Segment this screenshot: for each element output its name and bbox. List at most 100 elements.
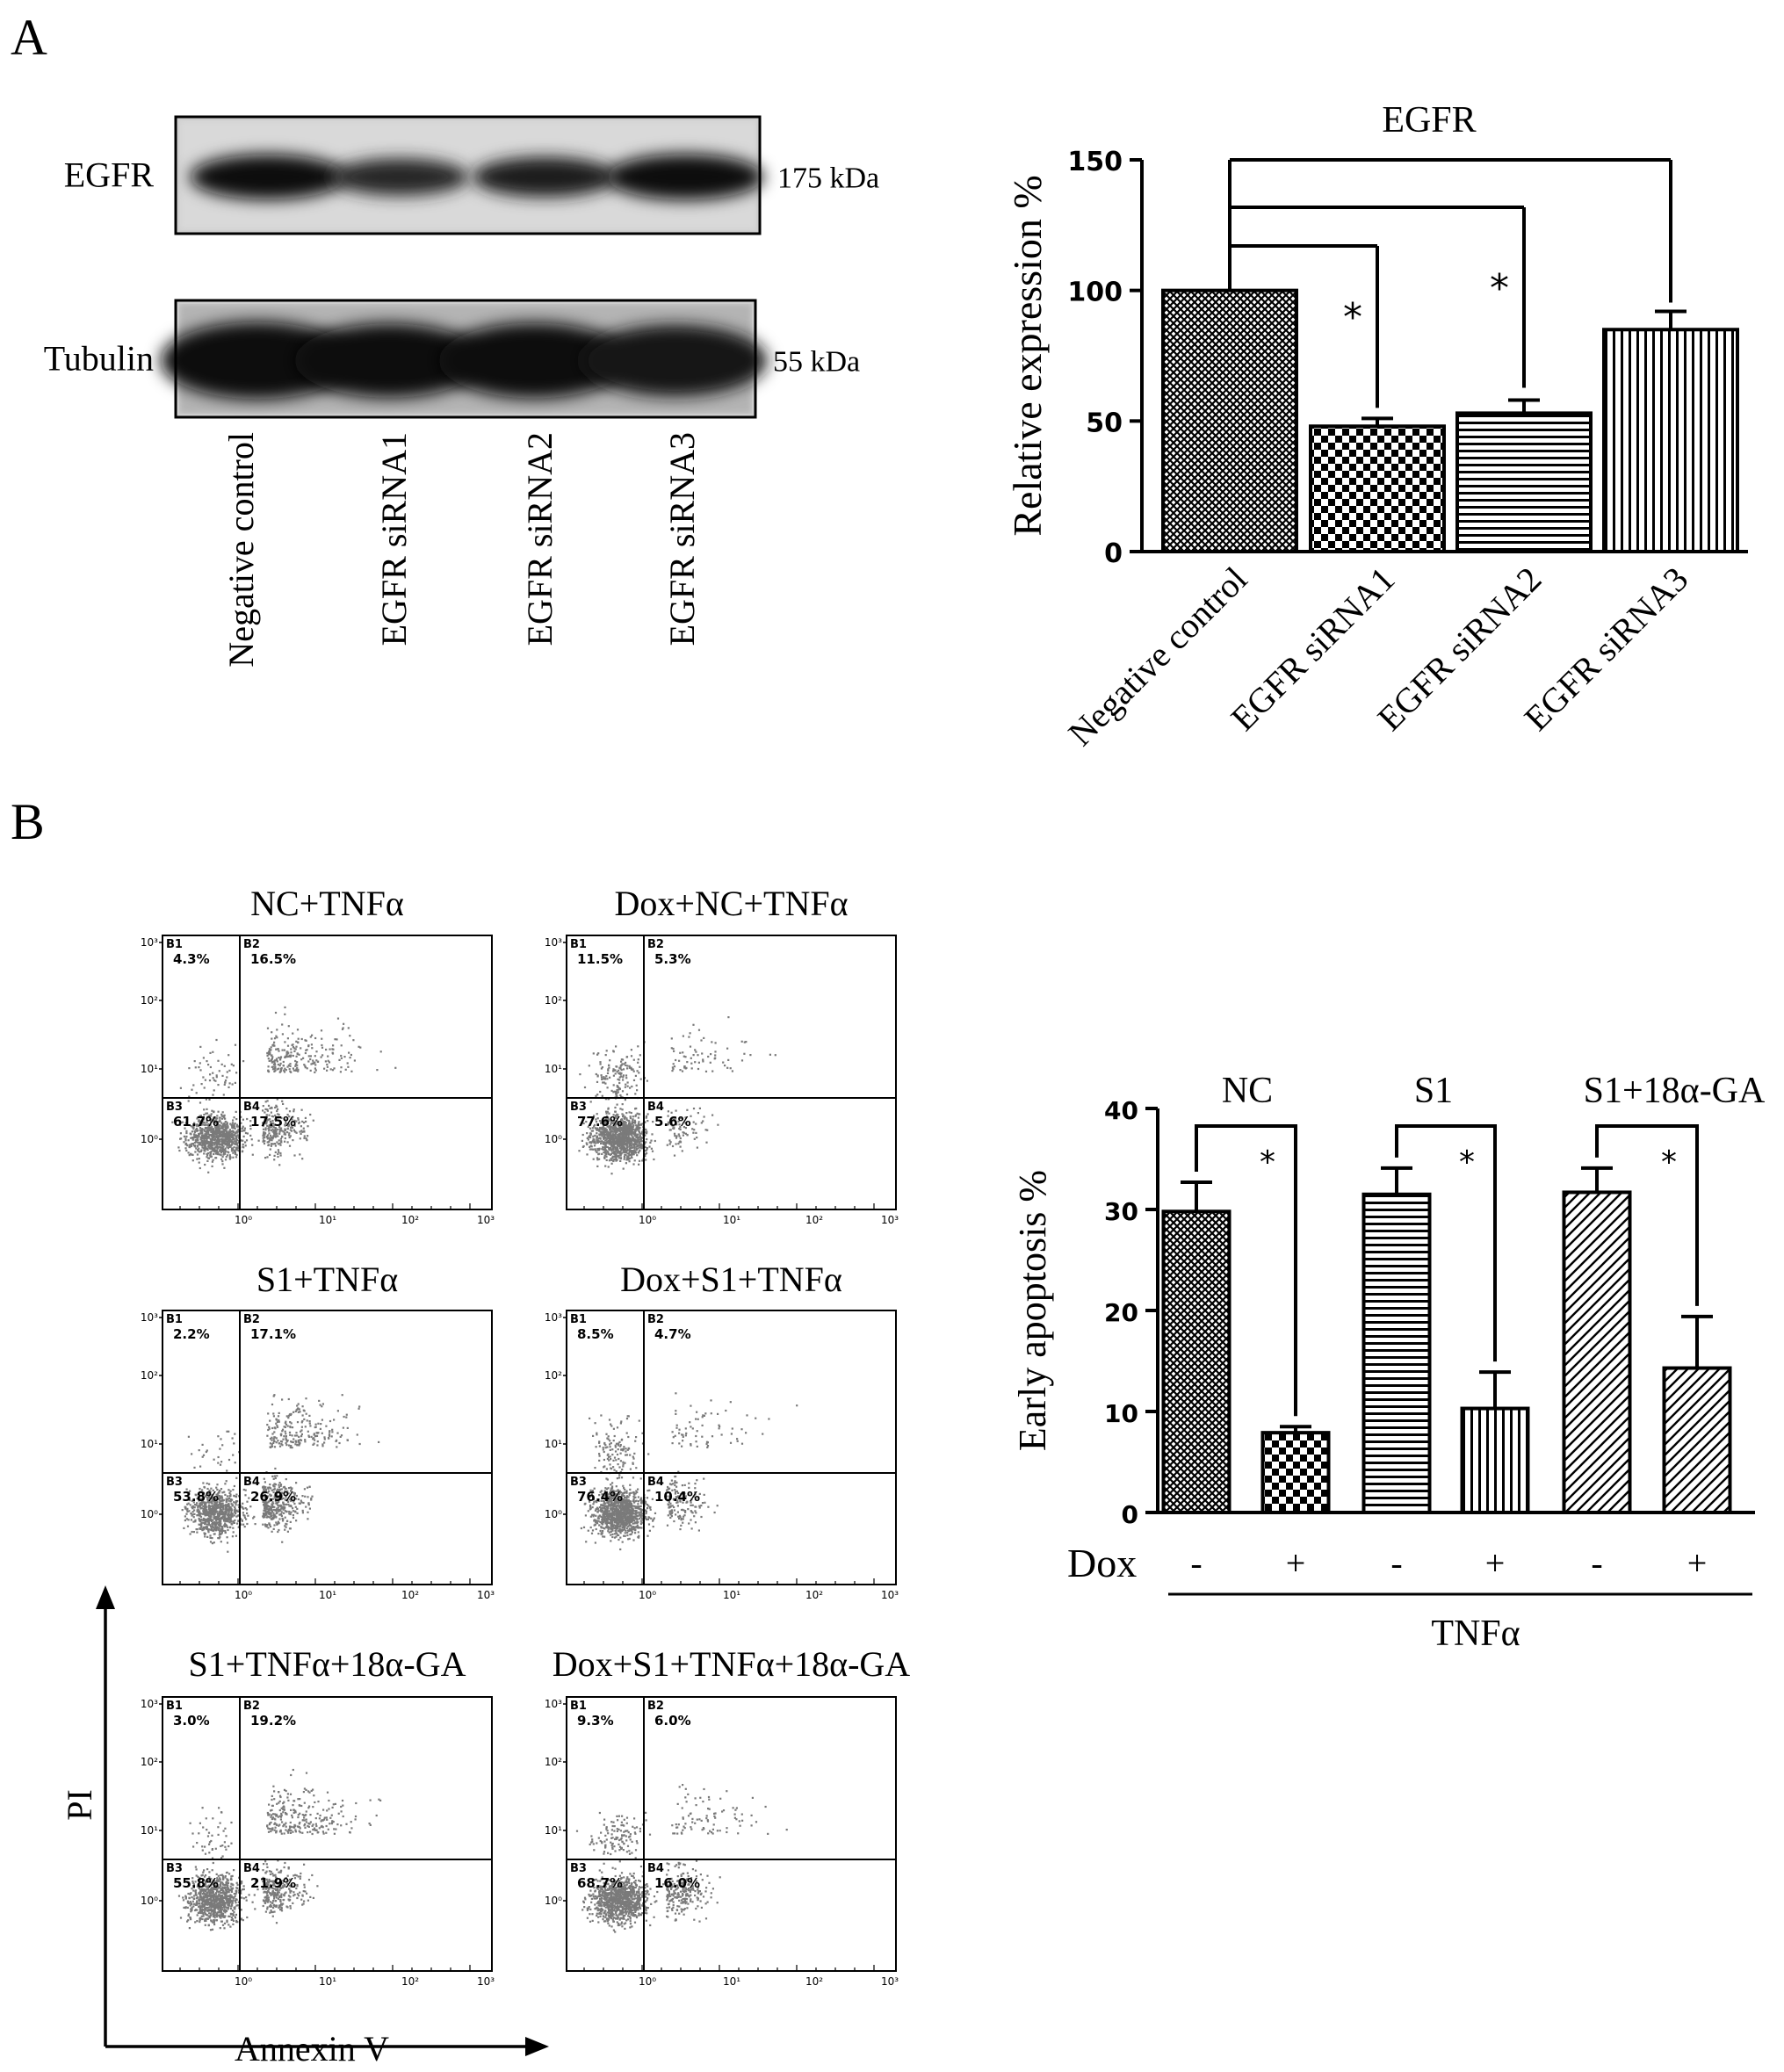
flow-dot (623, 1515, 625, 1518)
flow-dot (210, 1121, 213, 1123)
flow-dot (595, 1094, 597, 1097)
flow-dot (622, 1144, 625, 1146)
flow-dot (278, 1442, 281, 1445)
flow-dot (218, 1132, 220, 1136)
flow-dot (211, 1502, 213, 1505)
flow-dot (607, 1152, 610, 1155)
flow-dot (277, 1143, 280, 1145)
flow-dot (632, 1149, 636, 1152)
flow-dot (602, 1081, 604, 1084)
flow-dot (281, 1049, 284, 1051)
flow-dot (275, 1509, 278, 1512)
flow-dot (321, 1043, 323, 1047)
flow-dot (213, 1528, 216, 1531)
flow-dot (296, 1066, 299, 1069)
flow-dot (201, 1128, 204, 1130)
flow-dot (269, 1437, 272, 1440)
flow-dot (616, 1128, 618, 1130)
flow-dot (279, 1497, 282, 1499)
flow-dot (206, 1491, 209, 1495)
flow-dot (638, 1517, 640, 1520)
flow-dot (309, 1036, 312, 1038)
flow-dot (206, 1520, 208, 1522)
flow-dot (297, 1041, 300, 1043)
flow-dot (670, 1037, 673, 1040)
flow-dot (264, 1490, 268, 1492)
flow-dot (291, 1440, 293, 1443)
flow-dot (276, 1109, 278, 1113)
flow-dot (219, 1512, 221, 1514)
flow-dot (633, 1142, 636, 1144)
flow-dot (292, 1032, 294, 1035)
flow-dot (596, 1149, 599, 1152)
flow-dot (600, 1142, 603, 1144)
flow-dot (290, 1505, 293, 1508)
flow-dot (267, 1412, 270, 1415)
blot-frame (174, 299, 757, 419)
log-tick-x: 10⁰ (639, 1214, 656, 1226)
flow-dot (617, 1078, 619, 1080)
flow-dot (592, 1515, 595, 1518)
flow-dot (284, 1528, 286, 1531)
flow-dot (619, 1144, 622, 1146)
flow-dot (282, 1501, 285, 1504)
flow-dot (697, 1112, 699, 1115)
flow-dot (217, 1537, 220, 1540)
flow-dot (277, 1500, 279, 1504)
flow-dot (202, 1495, 205, 1498)
flow-dot (248, 1497, 250, 1499)
flow-dot (222, 1513, 225, 1516)
flow-dot (284, 1422, 286, 1425)
flow-dot (191, 1153, 194, 1156)
flow-dot (185, 1135, 188, 1138)
flow-dot (242, 1506, 244, 1509)
flow-dot (608, 1125, 611, 1128)
flow-dot (617, 1128, 619, 1130)
flow-dot (649, 1508, 652, 1511)
flow-dot (593, 1125, 596, 1128)
flow-dot (626, 1133, 629, 1136)
flow-dot (624, 1488, 626, 1491)
flow-dot (327, 1055, 329, 1058)
flow-dot (650, 1147, 653, 1150)
flow-dot (632, 1137, 635, 1140)
flow-dot (333, 1419, 336, 1421)
flow-dot (299, 1411, 301, 1413)
flow-dot (701, 1435, 704, 1438)
flow-dot (269, 1512, 271, 1514)
log-tick-x: 10¹ (723, 1214, 740, 1226)
flow-dot (206, 1108, 208, 1110)
flow-dot (191, 1511, 194, 1513)
flow-dot (223, 1152, 227, 1155)
flow-dot (229, 1490, 232, 1492)
flow-dot (234, 1519, 236, 1521)
flow-dot (237, 1146, 240, 1149)
flow-dot (236, 1144, 239, 1147)
flow-dot (205, 1450, 207, 1454)
flow-dot (632, 1133, 635, 1136)
blot-band (581, 324, 768, 397)
flow-dot (187, 1435, 190, 1438)
flow-dot (629, 1132, 632, 1136)
flow-dot (598, 1440, 601, 1443)
blot-frame (174, 115, 762, 235)
flow-dot (264, 1123, 267, 1125)
flow-dot (226, 1495, 228, 1498)
flow-dot (638, 1511, 640, 1513)
flow-dot (307, 1045, 310, 1048)
flow-dot (271, 1056, 274, 1058)
flow-dot (274, 1498, 278, 1501)
flow-dot (220, 1503, 222, 1505)
flow-dot (307, 1135, 309, 1137)
flow-dot (200, 1521, 203, 1524)
flow-dot (294, 1505, 297, 1508)
flow-dot (284, 1137, 286, 1140)
flow-dot (625, 1145, 628, 1148)
flow-dot (224, 1159, 228, 1161)
flow-dot (626, 1415, 629, 1418)
flow-dot (290, 1048, 293, 1050)
flow-dot (631, 1068, 633, 1071)
flow-dot (646, 1130, 648, 1133)
flow-dot (282, 1102, 285, 1105)
flow-dot (210, 1487, 213, 1490)
